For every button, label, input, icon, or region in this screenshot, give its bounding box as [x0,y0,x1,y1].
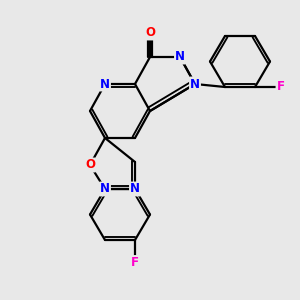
Text: N: N [175,50,185,64]
Text: N: N [100,182,110,196]
Text: O: O [85,158,95,172]
Text: N: N [190,77,200,91]
Text: O: O [145,26,155,40]
Text: F: F [131,256,139,269]
Text: N: N [130,182,140,196]
Text: F: F [277,80,284,94]
Text: N: N [100,77,110,91]
